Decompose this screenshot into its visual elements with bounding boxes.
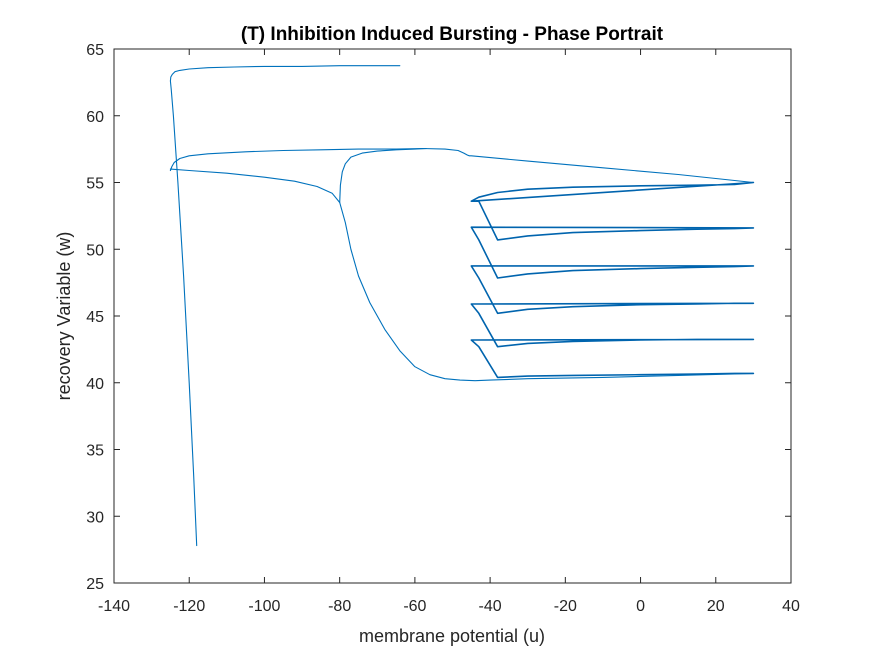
y-tick-label: 35 (86, 443, 104, 460)
x-tick-label: -140 (98, 598, 130, 615)
y-tick-label: 60 (86, 109, 104, 126)
y-tick-label: 55 (86, 176, 104, 193)
trajectory-segment-5 (470, 181, 755, 379)
x-tick-label: 20 (707, 598, 725, 615)
x-tick-label: 0 (636, 598, 645, 615)
y-tick-label: 40 (86, 376, 104, 393)
x-tick-label: -40 (479, 598, 502, 615)
trajectory-segment-4 (339, 147, 427, 204)
y-tick-label: 30 (86, 509, 104, 526)
y-tick-label: 45 (86, 309, 104, 326)
y-tick-label: 50 (86, 242, 104, 259)
y-tick-label: 25 (86, 576, 104, 593)
trajectory-segment-3 (169, 168, 754, 382)
plot-area: -140 -120 -100 -80 -60 -40 -20 0 20 40 25 30 35 40 45… (86, 42, 800, 615)
traces (169, 65, 755, 547)
x-tick-label: -100 (248, 598, 280, 615)
y-axis-ticks: 25 30 35 40 45 50 55 60 65 (86, 42, 791, 593)
x-tick-label: -60 (403, 598, 426, 615)
x-tick-label: 40 (782, 598, 800, 615)
x-tick-label: -120 (173, 598, 205, 615)
x-tick-label: -20 (554, 598, 577, 615)
axes-background (114, 49, 791, 583)
y-tick-label: 65 (86, 42, 104, 59)
trajectory-segment-1 (169, 65, 401, 547)
chart-title: (T) Inhibition Induced Bursting - Phase … (241, 24, 664, 45)
x-axis-ticks: -140 -120 -100 -80 -60 -40 -20 0 20 40 (98, 49, 800, 615)
x-axis-label: membrane potential (u) (359, 626, 545, 646)
y-axis-label: recovery Variable (w) (54, 232, 74, 401)
x-tick-label: -80 (328, 598, 351, 615)
